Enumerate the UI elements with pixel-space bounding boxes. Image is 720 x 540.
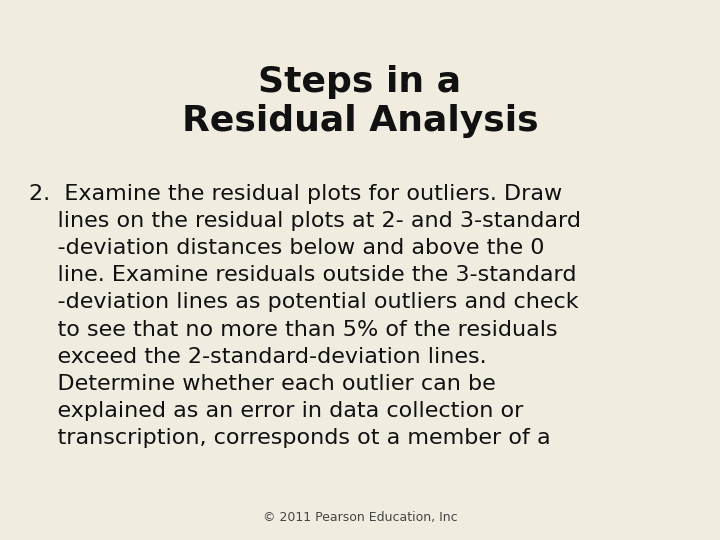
Text: Steps in a
Residual Analysis: Steps in a Residual Analysis — [181, 65, 539, 138]
Text: 2.  Examine the residual plots for outliers. Draw
    lines on the residual plot: 2. Examine the residual plots for outlie… — [29, 184, 581, 448]
Text: © 2011 Pearson Education, Inc: © 2011 Pearson Education, Inc — [263, 511, 457, 524]
